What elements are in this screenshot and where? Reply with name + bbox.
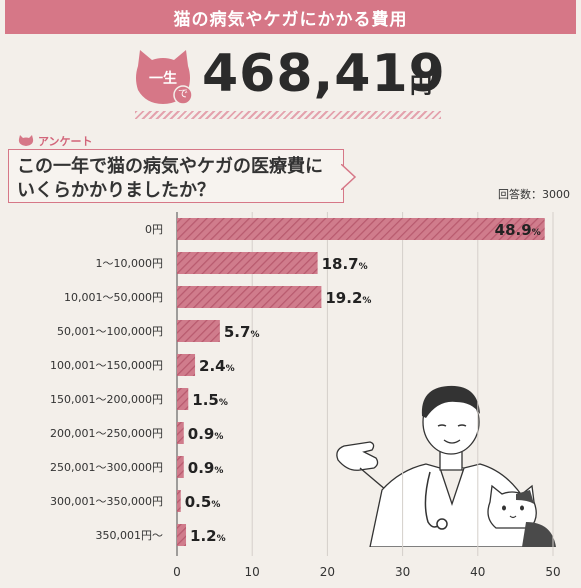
- bar: [177, 388, 189, 410]
- cat-head-icon: [136, 50, 193, 105]
- category-label: 350,001円〜: [96, 529, 164, 542]
- question-line-2: いくらかかりましたか？: [17, 180, 215, 201]
- cat-head-badge: 一生 で: [132, 48, 194, 106]
- bar: [177, 422, 184, 444]
- small-cat-icon: [18, 135, 34, 146]
- category-label: 200,001〜250,000円: [50, 427, 163, 440]
- value-label: 18.7%: [322, 255, 368, 273]
- x-tick-label: 0: [173, 565, 181, 579]
- x-tick-label: 10: [245, 565, 260, 579]
- stripe-underline: [135, 111, 441, 119]
- page-banner: 猫の病気やケガにかかる費用: [5, 0, 576, 34]
- category-label: 1〜10,000円: [96, 257, 164, 270]
- banner-title: 猫の病気やケガにかかる費用: [173, 9, 408, 30]
- bar: [177, 456, 184, 478]
- value-label: 2.4%: [199, 357, 235, 375]
- value-label: 0.9%: [188, 459, 224, 477]
- lifetime-cost-block: 一生 で 468,419 円: [0, 40, 581, 120]
- doctor-with-cat-illustration: [336, 385, 556, 547]
- value-label: 19.2%: [325, 289, 371, 307]
- value-label: 0.9%: [188, 425, 224, 443]
- value-label: 1.5%: [192, 391, 228, 409]
- value-label: 1.2%: [190, 527, 226, 545]
- bar: [177, 354, 196, 376]
- survey-tag-label: アンケート: [38, 135, 93, 148]
- bar: [177, 320, 220, 342]
- x-tick-label: 40: [470, 565, 485, 579]
- survey-tag: アンケート: [18, 134, 93, 148]
- badge-main-text: 一生: [149, 71, 177, 87]
- lifetime-total-unit: 円: [410, 74, 433, 99]
- category-label: 250,001〜300,000円: [50, 461, 163, 474]
- respondent-count: 回答数：3000: [498, 188, 570, 201]
- x-tick-label: 50: [545, 565, 560, 579]
- category-label: 300,001〜350,000円: [50, 495, 163, 508]
- x-tick-label: 30: [395, 565, 410, 579]
- badge-sub-text: で: [178, 89, 188, 100]
- bar: [177, 218, 545, 240]
- question-box: この一年で猫の病気やケガの医療費に いくらかかりましたか？: [8, 149, 357, 203]
- lifetime-total-value: 468,419: [202, 44, 446, 104]
- bar: [177, 252, 318, 274]
- bar: [177, 286, 322, 308]
- category-label: 100,001〜150,000円: [50, 359, 163, 372]
- category-label: 50,001〜100,000円: [57, 325, 163, 338]
- category-label: 0円: [145, 223, 163, 236]
- value-label: 5.7%: [224, 323, 260, 341]
- question-line-1: この一年で猫の病気やケガの医療費に: [17, 156, 323, 177]
- value-label: 48.9%: [495, 221, 541, 239]
- value-label: 0.5%: [185, 493, 221, 511]
- category-label: 10,001〜50,000円: [64, 291, 163, 304]
- category-label: 150,001〜200,000円: [50, 393, 163, 406]
- bar: [177, 524, 187, 546]
- bar: [177, 490, 181, 512]
- speech-pointer-icon: [341, 164, 357, 190]
- x-tick-label: 20: [320, 565, 335, 579]
